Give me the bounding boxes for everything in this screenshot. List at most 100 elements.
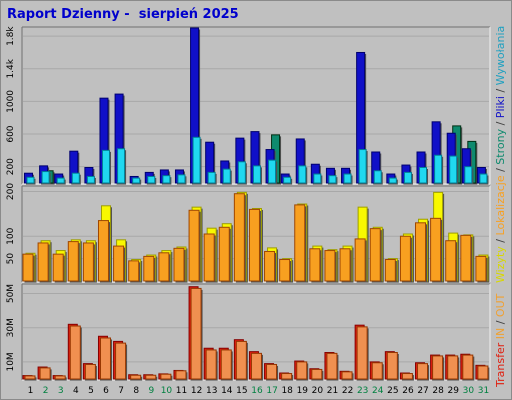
bar-kb-out-17 [266,363,278,380]
bar-wywolania-28 [434,154,443,184]
legend-metrics-item-0: Wizyty [494,246,507,283]
legend-metrics-item-4: Strony [494,128,507,164]
bar-kb-out-29 [447,355,459,380]
day-label-14: 14 [221,386,233,396]
bar-lokalizacje-31 [475,255,487,282]
legend-transfer: Transfer IN / OUT [494,293,507,388]
legend-metrics-item-6: Pliki [494,96,507,118]
bar-wywolania-25 [388,177,397,184]
bar-kb-out-2 [39,367,51,380]
bar-kb-out-9 [145,374,157,380]
bar-wywolania-7 [117,148,126,184]
legend-metrics-item-3: / [494,165,507,176]
bar-wywolania-19 [298,165,307,184]
ytick-label-middle-2: 200 [6,183,16,200]
bar-kb-out-4 [69,325,81,380]
day-label-4: 4 [73,386,79,396]
bar-kb-out-22 [341,371,353,380]
day-label-27: 27 [417,386,428,396]
bar-wywolania-30 [464,166,473,184]
bar-lokalizacje-14 [218,226,230,282]
bar-kb-out-26 [401,373,413,380]
bar-lokalizacje-10 [158,252,170,282]
ytick-label-top-3: 1.4k [6,58,16,78]
day-label-20: 20 [312,386,324,396]
day-label-29: 29 [448,386,460,396]
bar-wywolania-26 [403,171,412,184]
legend-metrics-item-5: / [494,118,507,129]
bar-lokalizacje-27 [415,222,427,282]
bar-kb-out-18 [281,373,293,380]
bar-kb-out-10 [160,373,172,380]
bar-kb-out-6 [99,337,111,380]
day-label-31: 31 [478,386,489,396]
bar-lokalizacje-5 [82,242,94,282]
bar-wywolania-18 [283,176,292,184]
bar-kb-out-16 [250,352,262,380]
legend-metrics-item-8: Wywołania [494,26,507,86]
bar-lokalizacje-28 [430,217,442,282]
bar-kb-out-24 [371,362,383,380]
legend-transfer-item-0: Transfer [494,342,507,388]
ytick-label-top-4: 1.8k [6,26,16,46]
bar-kb-out-19 [296,361,308,380]
bar-lokalizacje-19 [294,204,306,282]
day-label-11: 11 [176,386,187,396]
bar-lokalizacje-29 [445,240,457,282]
bar-wywolania-8 [132,177,141,184]
report-title: Raport Dzienny - sierpień 2025 [7,7,239,22]
bar-kb-out-25 [386,352,398,380]
bar-lokalizacje-17 [264,250,276,282]
ytick-label-bottom-2: 50M [6,284,16,303]
day-label-28: 28 [432,386,444,396]
legend-metrics-item-1: / [494,235,507,246]
day-label-17: 17 [266,386,277,396]
day-label-19: 19 [297,386,309,396]
day-label-15: 15 [236,386,247,396]
bar-wywolania-13 [207,171,216,184]
bar-lokalizacje-7 [113,245,125,282]
day-label-13: 13 [206,386,217,396]
bar-lokalizacje-13 [203,233,215,282]
bar-wywolania-9 [147,175,156,184]
ytick-label-bottom-0: 10M [6,352,16,371]
day-label-18: 18 [281,386,293,396]
day-label-3: 3 [58,386,64,396]
bar-kb-out-21 [326,352,338,380]
bar-wywolania-5 [86,175,95,184]
bar-lokalizacje-24 [369,228,381,282]
day-label-30: 30 [463,386,475,396]
bar-lokalizacje-2 [37,242,49,282]
ytick-label-top-0: 200 [6,158,16,175]
bar-kb-out-12 [190,287,202,380]
bar-lokalizacje-23 [354,238,366,282]
bar-wywolania-2 [41,171,50,184]
bar-wywolania-27 [419,167,428,184]
legend-metrics: Wizyty / Lokalizacje / Strony / Pliki / … [494,26,507,283]
bar-lokalizacje-22 [339,248,351,282]
bar-kb-out-3 [54,375,66,380]
bar-lokalizacje-11 [173,247,185,282]
legend-metrics-item-7: / [494,85,507,96]
bar-wywolania-3 [56,177,65,184]
ytick-label-top-1: 600 [6,125,16,142]
bar-wywolania-23 [358,149,367,184]
day-label-24: 24 [372,386,384,396]
bar-wywolania-17 [268,159,277,184]
day-label-8: 8 [133,386,139,396]
bar-wywolania-31 [479,173,488,184]
bar-lokalizacje-9 [143,255,155,282]
bar-wywolania-4 [71,172,80,184]
bar-wywolania-11 [177,174,186,184]
bar-kb-out-23 [356,326,368,380]
day-label-6: 6 [103,386,109,396]
day-label-7: 7 [118,386,124,396]
bar-wywolania-22 [343,173,352,184]
legend-metrics-item-2: Lokalizacje [494,175,507,235]
bar-wywolania-14 [222,168,231,184]
day-label-21: 21 [327,386,338,396]
day-label-2: 2 [43,386,49,396]
bar-wywolania-16 [252,165,261,184]
